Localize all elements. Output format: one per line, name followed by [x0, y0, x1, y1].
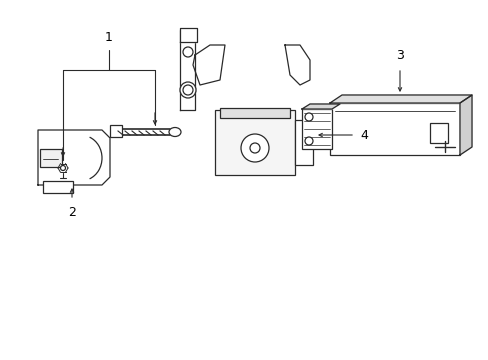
Bar [110, 125, 122, 137]
Circle shape [241, 134, 268, 162]
Polygon shape [180, 30, 195, 110]
Circle shape [249, 143, 260, 153]
Text: 1: 1 [105, 31, 113, 44]
Bar [294, 120, 312, 165]
Circle shape [61, 166, 65, 171]
Bar [429, 123, 447, 143]
Text: 4: 4 [359, 129, 367, 141]
Text: 2: 2 [68, 206, 76, 219]
Ellipse shape [169, 127, 181, 136]
Bar [43, 181, 73, 193]
Polygon shape [193, 45, 224, 85]
Circle shape [183, 85, 193, 95]
Circle shape [305, 137, 312, 145]
Polygon shape [285, 45, 309, 85]
Polygon shape [180, 28, 197, 42]
Bar [40, 149, 62, 167]
Bar [215, 110, 294, 175]
Circle shape [183, 47, 193, 57]
Circle shape [180, 82, 196, 98]
Polygon shape [302, 104, 339, 109]
Bar [302, 109, 331, 149]
Polygon shape [38, 130, 110, 185]
Polygon shape [329, 95, 471, 103]
Circle shape [305, 113, 312, 121]
Polygon shape [459, 95, 471, 155]
Bar [220, 108, 289, 118]
Bar [329, 103, 459, 155]
Text: 3: 3 [395, 49, 403, 62]
